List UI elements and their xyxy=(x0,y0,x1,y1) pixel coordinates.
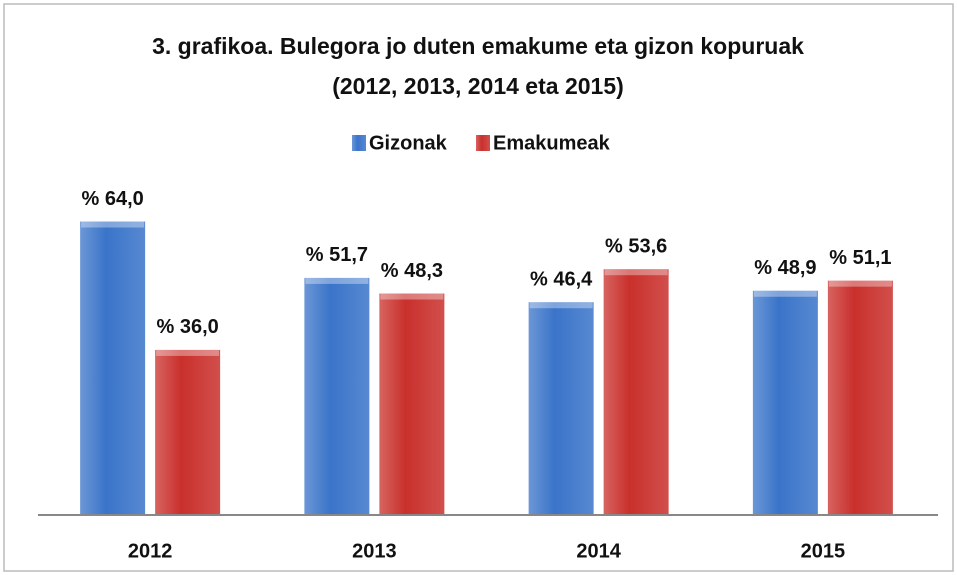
data-label: % 36,0 xyxy=(156,316,218,338)
bar xyxy=(379,293,445,515)
bar xyxy=(752,290,818,515)
chart-title: 3. grafikoa. Bulegora jo duten emakume e… xyxy=(152,33,804,59)
data-label: % 48,3 xyxy=(381,260,443,282)
bar xyxy=(80,221,146,515)
bar-highlight xyxy=(828,280,892,287)
data-label: % 53,6 xyxy=(605,235,667,257)
bar xyxy=(155,349,221,515)
data-label: % 48,9 xyxy=(754,257,816,279)
legend-label: Gizonak xyxy=(369,132,448,154)
data-label: % 51,1 xyxy=(829,247,891,269)
bar-highlight xyxy=(529,302,593,309)
legend-swatch xyxy=(352,135,366,151)
data-label: % 51,7 xyxy=(306,244,368,266)
data-label: % 64,0 xyxy=(81,188,143,210)
bar-highlight xyxy=(156,349,220,356)
legend-swatch xyxy=(476,135,490,151)
bar-highlight xyxy=(753,290,817,297)
legend-label: Emakumeak xyxy=(493,132,611,154)
bar xyxy=(827,280,893,515)
x-tick-label: 2014 xyxy=(576,540,621,562)
chart-title: (2012, 2013, 2014 eta 2015) xyxy=(332,73,624,99)
bar-highlight xyxy=(81,221,145,228)
bar-highlight xyxy=(380,293,444,300)
bar xyxy=(603,269,669,515)
x-tick-label: 2013 xyxy=(352,540,397,562)
bar-highlight xyxy=(604,269,668,276)
data-label: % 46,4 xyxy=(530,269,593,291)
bar xyxy=(304,277,370,515)
x-tick-label: 2015 xyxy=(801,540,846,562)
x-tick-label: 2012 xyxy=(128,540,173,562)
bar-highlight xyxy=(305,277,369,284)
bar xyxy=(528,302,594,515)
